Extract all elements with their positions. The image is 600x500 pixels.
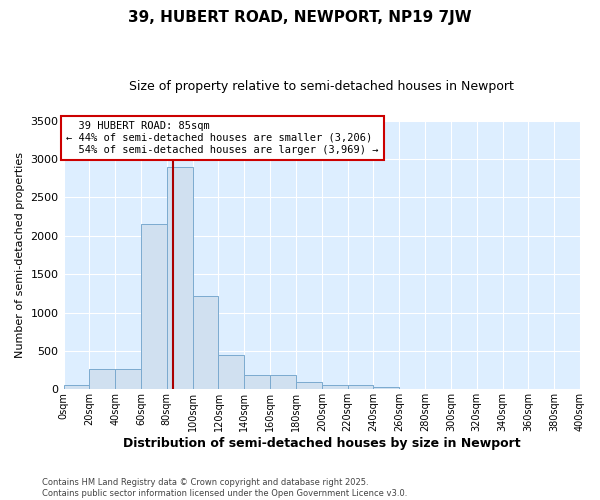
Bar [141, 224, 167, 390]
Bar [64, 386, 89, 390]
Text: 39 HUBERT ROAD: 85sqm
← 44% of semi-detached houses are smaller (3,206)
  54% of: 39 HUBERT ROAD: 85sqm ← 44% of semi-deta… [66, 122, 379, 154]
Bar [115, 368, 141, 390]
Bar [322, 386, 347, 390]
Bar [296, 382, 322, 390]
Title: Size of property relative to semi-detached houses in Newport: Size of property relative to semi-detach… [130, 80, 514, 93]
Bar [167, 166, 193, 390]
Text: 39, HUBERT ROAD, NEWPORT, NP19 7JW: 39, HUBERT ROAD, NEWPORT, NP19 7JW [128, 10, 472, 25]
Bar [89, 368, 115, 390]
Text: Contains HM Land Registry data © Crown copyright and database right 2025.
Contai: Contains HM Land Registry data © Crown c… [42, 478, 407, 498]
Bar [193, 296, 218, 390]
Bar [347, 386, 373, 390]
Bar [373, 387, 399, 390]
Bar [270, 375, 296, 390]
Bar [218, 354, 244, 390]
Bar [244, 375, 270, 390]
X-axis label: Distribution of semi-detached houses by size in Newport: Distribution of semi-detached houses by … [123, 437, 521, 450]
Y-axis label: Number of semi-detached properties: Number of semi-detached properties [15, 152, 25, 358]
